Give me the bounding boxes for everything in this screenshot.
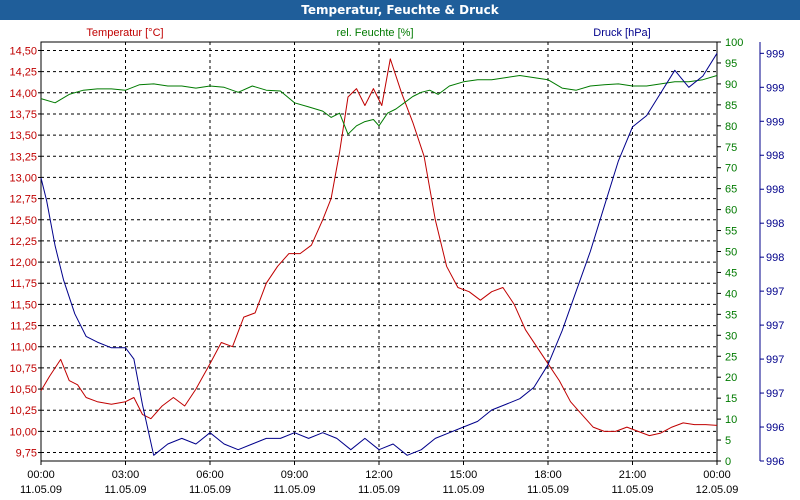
- date-tick-label: 11.05.09: [104, 484, 146, 496]
- temperature-tick-label: 9,75: [16, 448, 37, 460]
- temperature-tick-label: 10,25: [9, 405, 37, 417]
- date-tick-label: 11.05.09: [20, 484, 62, 496]
- temperature-tick-label: 11,50: [10, 299, 37, 311]
- chart-title-bar: Temperatur, Feuchte & Druck: [0, 0, 800, 20]
- pressure-tick-label: 997: [766, 388, 784, 400]
- humidity-tick-label: 80: [725, 121, 737, 133]
- grid-lines: [41, 42, 717, 461]
- humidity-tick-label: 75: [725, 142, 737, 154]
- pressure-tick-label: 998: [766, 218, 784, 230]
- pressure-tick-label: 999: [766, 48, 784, 60]
- temperature-tick-label: 14,25: [9, 67, 37, 79]
- humidity-axis: 1009590858075706560555045403530252015105…: [717, 37, 743, 468]
- pressure-tick-label: 997: [766, 320, 784, 332]
- temperature-tick-label: 11,00: [10, 342, 37, 354]
- pressure-line: [40, 53, 718, 456]
- pressure-tick-label: 999: [766, 82, 784, 94]
- date-tick-label: 11.05.09: [273, 484, 315, 496]
- temperature-tick-label: 10,75: [9, 363, 37, 375]
- humidity-tick-label: 90: [725, 79, 737, 91]
- date-tick-label: 12.05.09: [696, 484, 739, 496]
- time-tick-label: 15:00: [450, 469, 478, 481]
- humidity-tick-label: 25: [725, 351, 737, 363]
- humidity-tick-label: 50: [725, 247, 737, 259]
- humidity-axis-label: rel. Feuchte [%]: [336, 27, 413, 39]
- date-tick-label: 11.05.09: [611, 484, 653, 496]
- temperature-tick-label: 11,75: [10, 278, 37, 290]
- pressure-tick-label: 998: [766, 150, 784, 162]
- time-axis: 00:00 11.05.09 03:00 11.05.09 06:00 11.05.09 0…: [20, 461, 738, 496]
- humidity-tick-label: 15: [725, 393, 737, 405]
- temperature-tick-label: 14,50: [9, 45, 37, 57]
- time-tick-label: 18:00: [534, 469, 562, 481]
- chart-title: Temperatur, Feuchte & Druck: [301, 3, 499, 17]
- humidity-tick-label: 65: [725, 184, 737, 196]
- temperature-tick-label: 13,75: [9, 109, 37, 121]
- date-tick-label: 11.05.09: [527, 484, 569, 496]
- pressure-tick-label: 997: [766, 286, 784, 298]
- pressure-tick-label: 999: [766, 116, 784, 128]
- date-tick-label: 11.05.09: [189, 484, 231, 496]
- date-tick-label: 11.05.09: [358, 484, 400, 496]
- humidity-tick-label: 10: [725, 414, 737, 426]
- pressure-tick-label: 997: [766, 354, 784, 366]
- humidity-tick-label: 35: [725, 309, 737, 321]
- temperature-tick-label: 11,25: [10, 321, 37, 333]
- humidity-tick-label: 40: [725, 288, 737, 300]
- time-tick-label: 12:00: [365, 469, 393, 481]
- humidity-tick-label: 30: [725, 330, 737, 342]
- humidity-tick-label: 55: [725, 226, 737, 238]
- temperature-tick-label: 10,50: [9, 384, 37, 396]
- temperature-tick-label: 12,50: [9, 215, 37, 227]
- temperature-tick-label: 12,25: [9, 236, 37, 248]
- humidity-tick-label: 100: [725, 37, 743, 49]
- pressure-axis-label: Druck [hPa]: [593, 27, 650, 39]
- pressure-tick-label: 998: [766, 252, 784, 264]
- temperature-axis-label: Temperatur [°C]: [86, 27, 163, 39]
- humidity-tick-label: 85: [725, 100, 737, 112]
- temperature-tick-label: 10,00: [9, 426, 37, 438]
- temperature-line: [40, 58, 718, 437]
- time-tick-label: 00:00: [27, 469, 55, 481]
- humidity-tick-label: 5: [725, 435, 731, 447]
- temperature-tick-label: 12,75: [9, 194, 37, 206]
- humidity-tick-label: 60: [725, 205, 737, 217]
- humidity-tick-label: 70: [725, 163, 737, 175]
- time-tick-label: 00:00: [703, 469, 731, 481]
- temperature-tick-label: 13,25: [9, 151, 37, 163]
- humidity-tick-label: 45: [725, 267, 737, 279]
- humidity-tick-label: 0: [725, 456, 731, 468]
- time-tick-label: 21:00: [619, 469, 647, 481]
- pressure-tick-label: 998: [766, 184, 784, 196]
- time-tick-label: 03:00: [112, 469, 140, 481]
- temperature-tick-label: 13,00: [9, 172, 37, 184]
- temperature-axis: 14,50 14,25 14,00 13,75 13,50 13,25 13,00 12,75…: [9, 45, 41, 460]
- temperature-tick-label: 14,00: [9, 88, 37, 100]
- series-layer: [40, 53, 718, 456]
- humidity-tick-label: 95: [725, 58, 737, 70]
- humidity-line: [40, 75, 718, 135]
- pressure-tick-label: 996: [766, 422, 784, 434]
- time-tick-label: 06:00: [196, 469, 224, 481]
- time-tick-label: 09:00: [281, 469, 309, 481]
- pressure-axis: 999 999 999 998 998 998 998 997 997 997 997 996 996: [760, 48, 784, 468]
- date-tick-label: 11.05.09: [442, 484, 484, 496]
- temperature-tick-label: 12,00: [9, 257, 37, 269]
- temperature-tick-label: 13,50: [9, 130, 37, 142]
- pressure-tick-label: 996: [766, 456, 784, 468]
- humidity-tick-label: 20: [725, 372, 737, 384]
